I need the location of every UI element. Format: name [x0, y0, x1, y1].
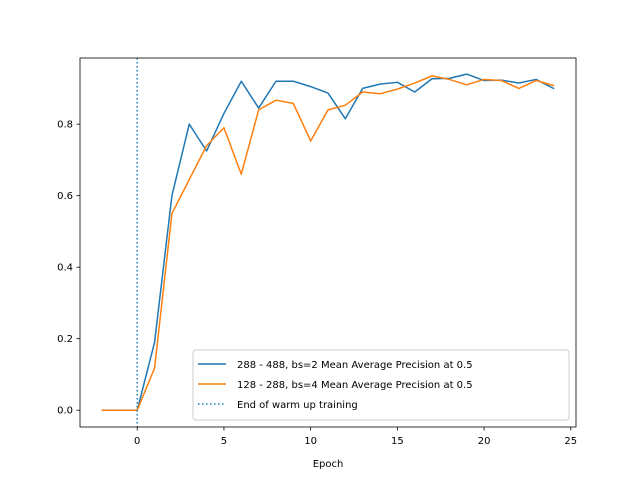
- legend-label: End of warm up training: [237, 400, 358, 411]
- x-tick-label: 15: [391, 436, 404, 447]
- legend-label: 128 - 288, bs=4 Mean Average Precision a…: [237, 380, 473, 391]
- y-tick-label: 0.0: [57, 406, 73, 417]
- y-tick-label: 0.2: [57, 334, 73, 345]
- x-tick-label: 0: [134, 436, 140, 447]
- y-tick-label: 0.6: [57, 191, 73, 202]
- x-tick-label: 5: [221, 436, 227, 447]
- x-tick-label: 20: [478, 436, 491, 447]
- y-tick-label: 0.4: [57, 263, 73, 274]
- legend[interactable]: 288 - 488, bs=2 Mean Average Precision a…: [193, 350, 569, 420]
- y-tick-label: 0.8: [57, 120, 73, 131]
- x-tick-label: 10: [304, 436, 317, 447]
- x-axis-label: Epoch: [313, 459, 344, 470]
- legend-label: 288 - 488, bs=2 Mean Average Precision a…: [237, 360, 473, 371]
- x-tick-label: 25: [564, 436, 577, 447]
